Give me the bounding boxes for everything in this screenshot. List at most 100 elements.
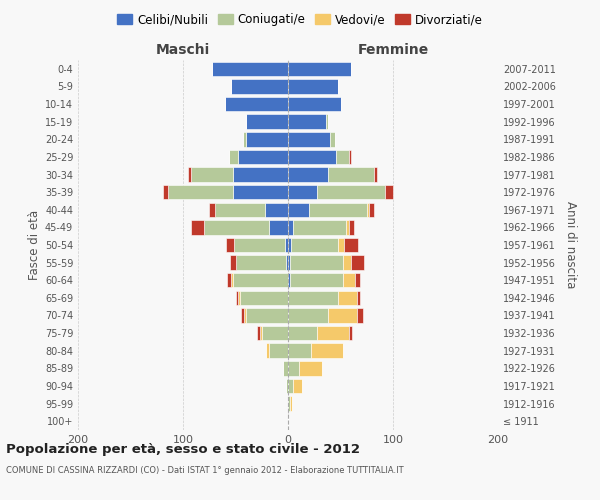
Bar — [290, 396, 292, 411]
Bar — [288, 97, 341, 112]
Bar — [338, 238, 344, 252]
Bar — [244, 308, 246, 322]
Bar — [238, 290, 240, 305]
Bar — [265, 202, 288, 217]
Y-axis label: Fasce di età: Fasce di età — [28, 210, 41, 280]
Bar — [288, 114, 326, 129]
Bar — [288, 168, 328, 181]
Bar — [288, 256, 290, 270]
Bar — [349, 220, 354, 234]
Bar — [240, 290, 288, 305]
Bar — [374, 168, 377, 181]
Bar — [288, 273, 290, 287]
Bar — [328, 308, 358, 322]
Bar — [233, 168, 288, 181]
Bar — [191, 220, 204, 234]
Bar — [288, 378, 293, 393]
Bar — [163, 185, 168, 200]
Bar — [232, 79, 288, 94]
Bar — [238, 150, 288, 164]
Bar — [290, 256, 343, 270]
Bar — [235, 290, 238, 305]
Bar — [246, 132, 288, 146]
Bar — [212, 62, 288, 76]
Bar — [343, 273, 355, 287]
Bar — [288, 344, 311, 358]
Bar — [269, 220, 288, 234]
Bar — [168, 185, 233, 200]
Bar — [349, 150, 351, 164]
Bar — [358, 308, 362, 322]
Legend: Celibi/Nubili, Coniugati/e, Vedovi/e, Divorziati/e: Celibi/Nubili, Coniugati/e, Vedovi/e, Di… — [112, 8, 488, 31]
Bar — [369, 202, 374, 217]
Bar — [230, 256, 235, 270]
Bar — [290, 273, 343, 287]
Bar — [235, 256, 286, 270]
Bar — [328, 168, 374, 181]
Bar — [351, 256, 364, 270]
Bar — [326, 114, 328, 129]
Bar — [338, 290, 358, 305]
Bar — [346, 220, 349, 234]
Bar — [288, 238, 291, 252]
Bar — [266, 344, 269, 358]
Text: Popolazione per età, sesso e stato civile - 2012: Popolazione per età, sesso e stato civil… — [6, 442, 360, 456]
Bar — [288, 326, 317, 340]
Bar — [233, 273, 288, 287]
Bar — [293, 220, 346, 234]
Bar — [344, 238, 358, 252]
Bar — [367, 202, 369, 217]
Bar — [343, 256, 351, 270]
Bar — [243, 132, 246, 146]
Bar — [317, 185, 385, 200]
Bar — [317, 326, 349, 340]
Bar — [349, 326, 352, 340]
Bar — [204, 220, 269, 234]
Bar — [233, 185, 288, 200]
Bar — [293, 378, 302, 393]
Bar — [288, 79, 338, 94]
Bar — [288, 220, 293, 234]
Bar — [288, 62, 351, 76]
Bar — [260, 326, 262, 340]
Bar — [385, 185, 393, 200]
Bar — [286, 378, 288, 393]
Bar — [235, 238, 285, 252]
Bar — [288, 150, 337, 164]
Bar — [286, 256, 288, 270]
Bar — [309, 202, 367, 217]
Bar — [358, 290, 361, 305]
Bar — [283, 361, 288, 376]
Bar — [288, 185, 317, 200]
Bar — [269, 344, 288, 358]
Bar — [262, 326, 288, 340]
Bar — [191, 168, 233, 181]
Bar — [241, 308, 244, 322]
Bar — [288, 202, 309, 217]
Bar — [246, 114, 288, 129]
Bar — [311, 344, 343, 358]
Bar — [229, 150, 238, 164]
Bar — [225, 97, 288, 112]
Text: Maschi: Maschi — [156, 44, 210, 58]
Bar — [288, 290, 338, 305]
Bar — [288, 361, 299, 376]
Bar — [257, 326, 260, 340]
Text: COMUNE DI CASSINA RIZZARDI (CO) - Dati ISTAT 1° gennaio 2012 - Elaborazione TUTT: COMUNE DI CASSINA RIZZARDI (CO) - Dati I… — [6, 466, 404, 475]
Bar — [226, 238, 235, 252]
Bar — [355, 273, 361, 287]
Bar — [288, 396, 290, 411]
Bar — [288, 308, 328, 322]
Bar — [285, 238, 288, 252]
Bar — [232, 273, 233, 287]
Bar — [299, 361, 322, 376]
Bar — [288, 132, 330, 146]
Bar — [330, 132, 335, 146]
Y-axis label: Anni di nascita: Anni di nascita — [564, 202, 577, 288]
Text: Femmine: Femmine — [358, 44, 428, 58]
Bar — [291, 238, 338, 252]
Bar — [188, 168, 191, 181]
Bar — [215, 202, 265, 217]
Bar — [337, 150, 349, 164]
Bar — [246, 308, 288, 322]
